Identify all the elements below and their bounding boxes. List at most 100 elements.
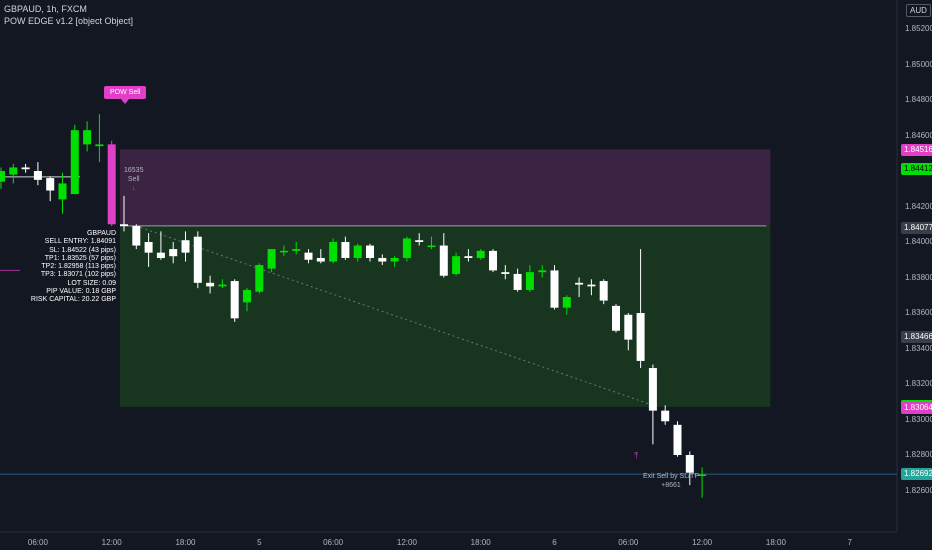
candle-body <box>538 270 547 273</box>
candle-body <box>230 281 239 319</box>
candle-body <box>452 256 461 274</box>
candle-body <box>243 289 251 303</box>
candle-body <box>698 474 707 477</box>
trade-info-entry: SELL ENTRY: 1.84091 <box>44 238 116 246</box>
candle-body <box>378 257 387 262</box>
x-tick-label: 18:00 <box>765 538 786 547</box>
symbol-title[interactable]: GBPAUD, 1h, FXCM <box>4 4 87 14</box>
candle-body <box>107 144 116 225</box>
candle-body <box>46 178 55 191</box>
candle-body <box>329 242 338 262</box>
y-tick-label: 1.84800 <box>905 95 932 104</box>
x-tick-label: 6 <box>552 538 557 547</box>
candle-body <box>501 272 510 274</box>
y-tick-label: 1.83400 <box>905 343 932 353</box>
candle-body <box>624 314 633 340</box>
x-tick-label: 18:00 <box>175 538 196 547</box>
price-tag: 1.83064 <box>901 402 932 415</box>
pow-sell-label: POW Sell <box>104 86 147 104</box>
candle-body <box>304 252 313 260</box>
y-tick-label: 1.83600 <box>905 308 932 317</box>
candle-body <box>550 270 559 308</box>
y-tick-label: 1.84600 <box>905 130 932 140</box>
candle-body <box>316 257 325 262</box>
candle-body <box>33 171 42 180</box>
candle-body <box>587 284 596 287</box>
candle-body <box>132 226 141 246</box>
candle-body <box>439 245 448 276</box>
y-tick-label: 1.82800 <box>905 450 932 459</box>
candle-body <box>464 256 473 258</box>
y-tick-label: 1.82600 <box>905 485 932 495</box>
candle-body <box>366 245 374 258</box>
candle-body <box>193 236 202 283</box>
x-tick-label: 18:00 <box>470 538 491 547</box>
indicator-title[interactable]: POW EDGE v1.2 [object Object] <box>4 16 134 26</box>
y-tick-label: 1.83000 <box>905 414 932 424</box>
trade-info-tp3: TP3: 1.83071 (102 pips) <box>40 271 116 279</box>
candle-body <box>0 171 5 182</box>
candle-body <box>415 240 424 242</box>
x-tick-label: 7 <box>847 538 852 547</box>
candle-body <box>70 130 79 195</box>
candle-body <box>476 250 485 258</box>
x-tick-label: 12:00 <box>692 538 713 547</box>
candle-body <box>95 144 104 147</box>
candle-body <box>525 272 534 290</box>
trade-info-pair: GBPAUD <box>86 230 116 237</box>
y-tick-label: 1.85200 <box>905 24 932 33</box>
entry-note-side: Sell <box>127 176 140 183</box>
x-tick-label: 06:00 <box>27 538 48 547</box>
candle-body <box>612 305 620 331</box>
currency-badge[interactable]: AUD <box>906 4 931 17</box>
trade-info-lot: LOT SIZE: 0.09 <box>67 279 116 287</box>
candle-body <box>648 368 657 411</box>
trade-info-panel: GBPAUD SELL ENTRY: 1.84091 SL: 1.84522 (… <box>20 230 116 305</box>
exit-note-result: +8661 <box>661 482 681 489</box>
candle-body <box>292 249 301 251</box>
x-tick-label: 06:00 <box>618 538 639 547</box>
x-tick-label: 12:00 <box>396 538 417 547</box>
candle-body <box>9 167 18 175</box>
candle-body <box>402 238 411 258</box>
candle-body <box>341 242 350 258</box>
candle-body <box>83 130 92 145</box>
y-tick-label: 1.85000 <box>905 59 932 69</box>
price-tag: 1.82692 <box>901 468 932 481</box>
x-tick-label: 12:00 <box>101 538 122 547</box>
candle-body <box>21 167 30 170</box>
y-tick-label: 1.83800 <box>905 272 932 282</box>
trade-info-tp1: TP1: 1.83525 (57 pips) <box>44 254 116 262</box>
entry-note: 16535 Sell ↓ <box>124 166 143 193</box>
price-tag: 1.84412 <box>901 162 932 175</box>
candle-body <box>636 313 645 361</box>
candle-body <box>218 284 227 287</box>
x-tick-label: 06:00 <box>323 538 344 547</box>
y-tick-label: 1.84000 <box>905 237 932 246</box>
down-arrow-icon: ↓ <box>131 185 136 192</box>
trade-info-pip: PIP VALUE: 0.18 GBP <box>46 288 116 296</box>
candle-body <box>267 249 276 269</box>
entry-note-id: 16535 <box>124 167 144 174</box>
candle-body <box>599 281 608 301</box>
candle-body <box>279 250 288 253</box>
trade-info-risk: RISK CAPITAL: 20.22 GBP <box>30 296 116 304</box>
y-tick-label: 1.84200 <box>905 201 932 211</box>
candle-body <box>661 410 670 422</box>
candle-body <box>390 257 399 262</box>
candle-body <box>58 183 67 200</box>
trade-info-sl: SL: 1.84522 (43 pips) <box>49 246 116 254</box>
x-tick-label: 5 <box>257 538 262 547</box>
trade-path-line <box>135 225 654 406</box>
candle-body <box>206 282 215 287</box>
candle-body <box>575 282 584 285</box>
candle-body <box>427 245 436 248</box>
exit-marker-icon: ⤒ <box>634 451 638 461</box>
candle-body <box>489 250 497 271</box>
candle-body <box>169 249 178 257</box>
candle-body <box>685 455 694 473</box>
price-tag: 1.83466 <box>901 330 932 343</box>
exit-note-reason: Exit Sell by SL/TP <box>642 473 700 480</box>
y-tick-label: 1.83200 <box>905 379 932 388</box>
